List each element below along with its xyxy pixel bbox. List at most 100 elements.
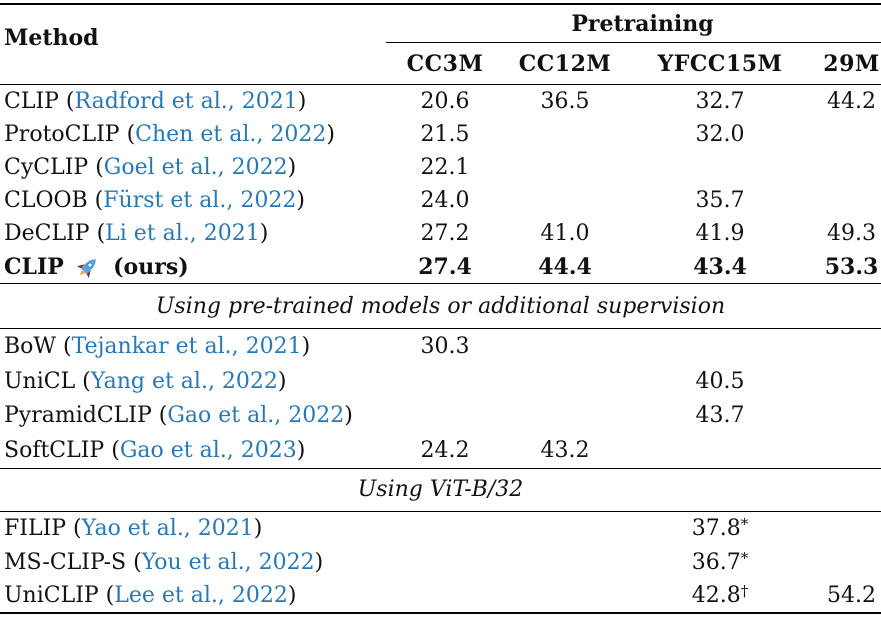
- column-header-29m: 29M: [823, 50, 880, 77]
- method-cell: CLIP (ours): [0, 254, 390, 280]
- method-name: ProtoCLIP (: [4, 122, 136, 147]
- section-vitb32: FILIP (Yao et al., 2021) 37.8* MS-CLIP-S…: [0, 512, 881, 613]
- section-label-pretrained: Using pre-trained models or additional s…: [0, 283, 881, 329]
- method-name: CLOOB (: [4, 188, 104, 213]
- value-cell: 27.4: [418, 253, 472, 280]
- citation-link[interactable]: Gao et al., 2023: [119, 437, 297, 463]
- table-row: ProtoCLIP (Chen et al., 2022) 21.5 32.0: [0, 118, 881, 151]
- table-row: FILIP (Yao et al., 2021) 37.8*: [0, 512, 881, 546]
- method-name: CLIP: [4, 253, 72, 280]
- method-name: CyCLIP (: [4, 155, 104, 180]
- method-paren: ): [314, 549, 324, 575]
- footnote-marker: *: [740, 548, 749, 567]
- method-paren: ): [344, 403, 353, 429]
- method-cell: DeCLIP (Li et al., 2021): [0, 221, 390, 246]
- method-name: FILIP (: [4, 516, 82, 541]
- citation-link[interactable]: Lee et al., 2022: [114, 583, 288, 608]
- value-cell: 27.2: [420, 221, 470, 246]
- citation-link[interactable]: Gao et al., 2022: [167, 403, 345, 429]
- method-paren: ): [296, 437, 306, 463]
- method-cell: UniCLIP (Lee et al., 2022): [0, 583, 390, 608]
- method-name: BoW (: [4, 333, 72, 359]
- value-cell: 41.9: [695, 221, 745, 246]
- value-cell: 24.0: [420, 188, 470, 213]
- citation-link[interactable]: Yao et al., 2021: [81, 516, 254, 541]
- method-paren: ): [296, 188, 305, 213]
- table-row: UniCL (Yang et al., 2022) 40.5: [0, 364, 881, 399]
- value-cell: 36.5: [540, 89, 590, 114]
- value-cell: 20.6: [420, 89, 470, 114]
- citation-link[interactable]: Fürst et al., 2022: [103, 188, 297, 213]
- method-cell: MS-CLIP-S (You et al., 2022): [0, 550, 390, 575]
- table-row: BoW (Tejankar et al., 2021) 30.3: [0, 329, 881, 364]
- table-row: MS-CLIP-S (You et al., 2022) 36.7*: [0, 545, 881, 579]
- citation-link[interactable]: Radford et al., 2021: [74, 89, 298, 114]
- value-cell: 43.7: [695, 403, 745, 429]
- method-name: SoftCLIP (: [4, 437, 120, 463]
- method-cell: ProtoCLIP (Chen et al., 2022): [0, 122, 390, 147]
- citation-link[interactable]: You et al., 2022: [141, 549, 315, 575]
- method-name: CLIP (: [4, 89, 75, 114]
- table-row: CLOOB (Fürst et al., 2022) 24.0 35.7: [0, 184, 881, 217]
- column-header-cc3m: CC3M: [406, 50, 484, 77]
- value-cell: 44.4: [538, 253, 592, 280]
- method-cell: SoftCLIP (Gao et al., 2023): [0, 438, 390, 463]
- value-cell: 35.7: [695, 188, 745, 213]
- method-paren: ): [326, 122, 335, 147]
- column-header-cc12m: CC12M: [518, 50, 612, 77]
- method-cell: FILIP (Yao et al., 2021): [0, 516, 390, 541]
- citation-link[interactable]: Tejankar et al., 2021: [71, 333, 302, 359]
- value-cell: 37.8*: [691, 515, 749, 541]
- value-cell: 21.5: [420, 122, 470, 147]
- pretraining-group-header: Pretraining: [386, 5, 881, 43]
- value-cell: 53.3: [824, 253, 879, 280]
- method-paren: ): [297, 89, 307, 114]
- table-row: DeCLIP (Li et al., 2021) 27.2 41.0 41.9 …: [0, 217, 881, 250]
- value-cell: 32.0: [695, 122, 745, 147]
- method-cell: CyCLIP (Goel et al., 2022): [0, 155, 390, 180]
- method-paren: ): [253, 516, 263, 541]
- value-cell: 43.4: [693, 253, 747, 280]
- value-cell: 30.3: [420, 333, 470, 359]
- column-header-yfcc15m: YFCC15M: [657, 50, 783, 77]
- footnote-marker: †: [740, 582, 749, 600]
- table-row: CLIP (Radford et al., 2021) 20.6 36.5 32…: [0, 85, 881, 118]
- method-paren: ): [287, 583, 297, 608]
- value-cell: 36.7*: [691, 548, 749, 575]
- method-name: MS-CLIP-S (: [4, 549, 142, 575]
- method-name: UniCLIP (: [4, 583, 115, 608]
- table-row: UniCLIP (Lee et al., 2022) 42.8† 54.2: [0, 579, 881, 613]
- method-name: PyramidCLIP (: [4, 403, 168, 429]
- section-label-vitb32: Using ViT-B/32: [0, 467, 881, 512]
- method-paren: ): [287, 155, 297, 180]
- citation-link[interactable]: Chen et al., 2022: [135, 122, 327, 147]
- value-cell: 44.2: [827, 89, 876, 114]
- method-cell: BoW (Tejankar et al., 2021): [0, 334, 390, 359]
- method-cell: UniCL (Yang et al., 2022): [0, 369, 390, 394]
- citation-link[interactable]: Goel et al., 2022: [103, 155, 288, 180]
- method-ours-label: (ours): [105, 253, 189, 280]
- value-cell: 32.7: [695, 89, 745, 114]
- method-name: UniCL (: [4, 368, 91, 394]
- method-paren: ): [259, 221, 269, 246]
- section-main: CLIP (Radford et al., 2021) 20.6 36.5 32…: [0, 85, 881, 283]
- method-paren: ): [277, 368, 287, 394]
- method-cell: PyramidCLIP (Gao et al., 2022): [0, 403, 390, 428]
- citation-link[interactable]: Yang et al., 2022: [90, 368, 278, 394]
- table-row-ours: CLIP (ours) 27.4 44.4 43.4 53.3: [0, 250, 881, 283]
- table-bottom-rule: [0, 612, 881, 615]
- value-cell: 42.8†: [691, 582, 749, 608]
- table-row: SoftCLIP (Gao et al., 2023) 24.2 43.2: [0, 433, 881, 468]
- citation-link[interactable]: Li et al., 2021: [105, 221, 260, 246]
- method-column-header: Method: [4, 24, 99, 51]
- rocket-icon: [77, 258, 97, 278]
- method-name: DeCLIP (: [4, 221, 106, 246]
- method-paren: ): [301, 333, 311, 359]
- table-header: Method Pretraining CC3M CC12M YFCC15M 29…: [0, 3, 881, 85]
- value-cell: 24.2: [420, 437, 470, 463]
- value-cell: 54.2: [827, 583, 876, 608]
- value-cell: 49.3: [827, 221, 876, 246]
- section-pretrained-models: BoW (Tejankar et al., 2021) 30.3 UniCL (…: [0, 329, 881, 468]
- method-cell: CLOOB (Fürst et al., 2022): [0, 188, 390, 213]
